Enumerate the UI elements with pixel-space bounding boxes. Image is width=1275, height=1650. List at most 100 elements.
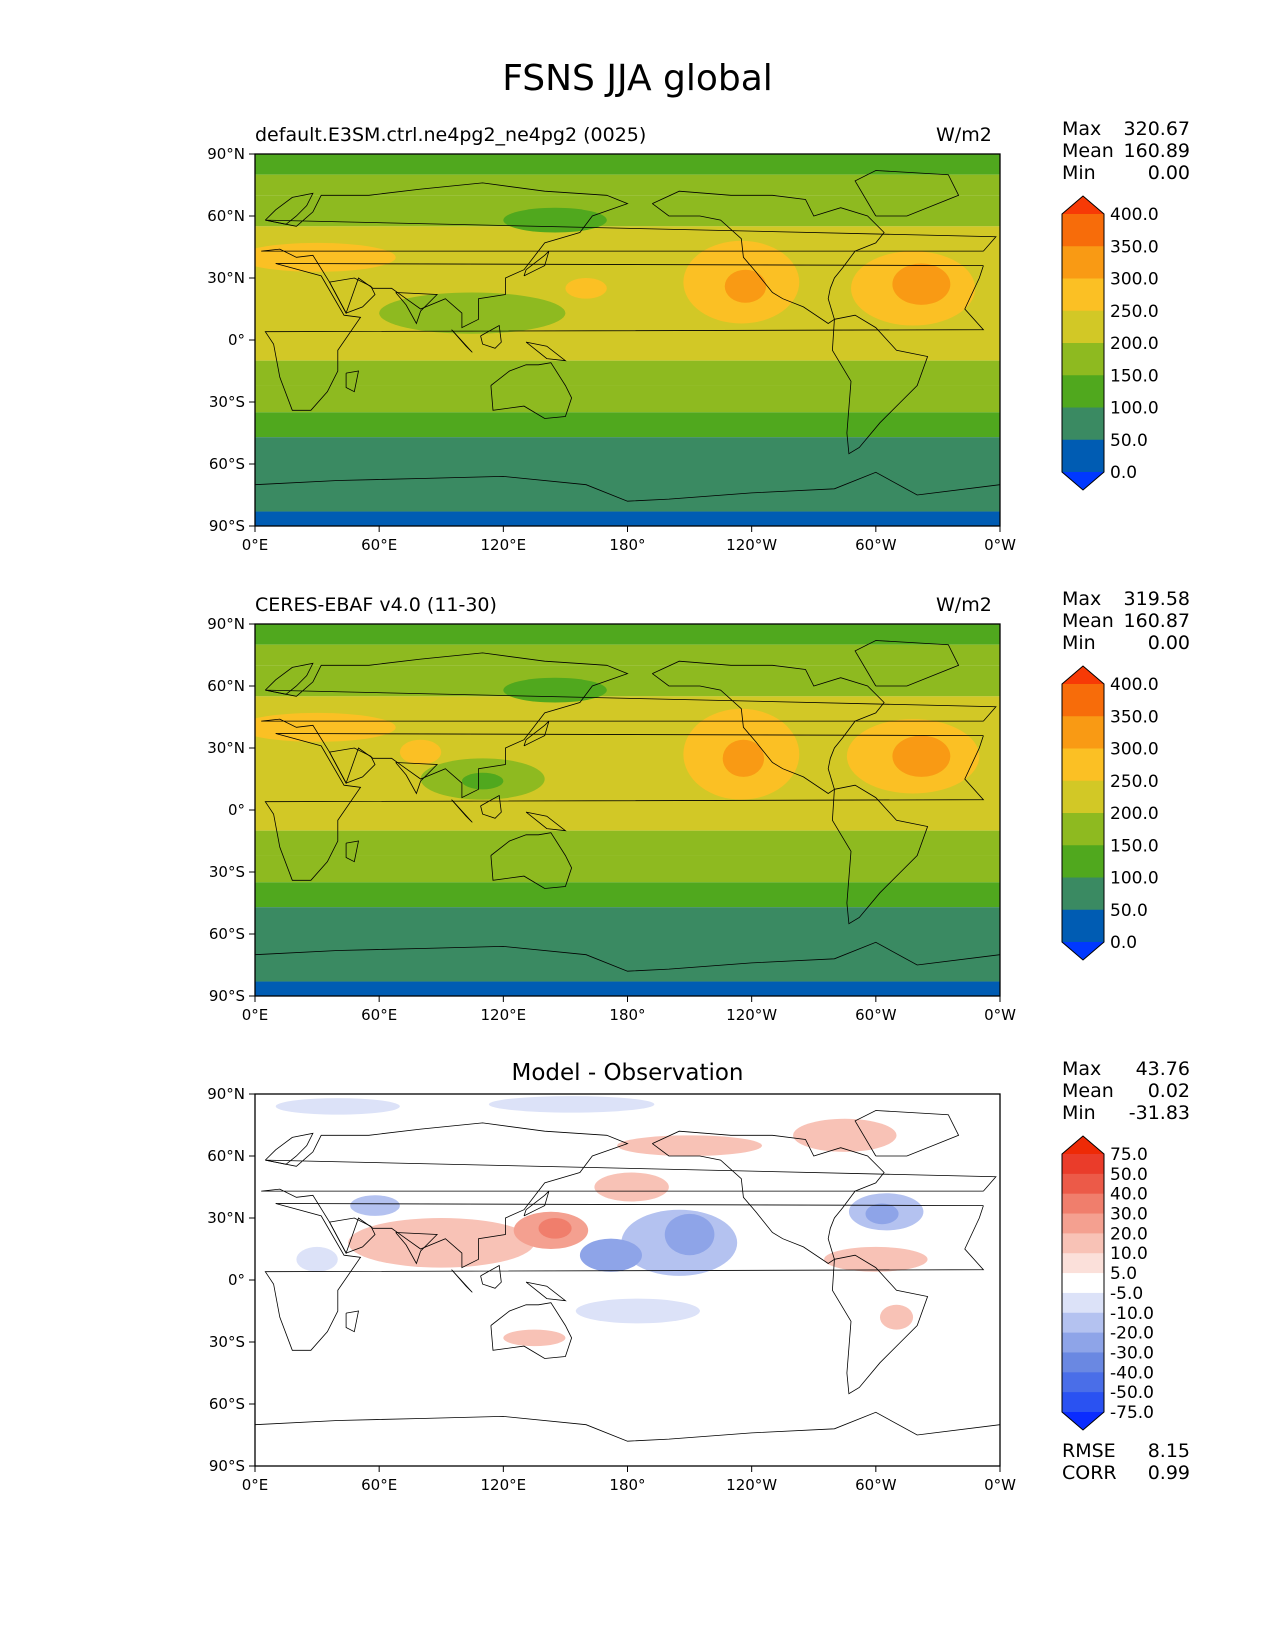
coastline [490, 362, 573, 419]
colorbar-segment [1062, 343, 1104, 376]
field-band [255, 665, 1000, 697]
field-blob [255, 242, 396, 272]
map-plot: 0°E 60°E 120°E 180° 120°W 60°W 0°W 90°N 60°N 30°N… [207, 145, 1159, 554]
field-band [255, 981, 1000, 996]
coastline [451, 799, 473, 823]
x-tick-label: 0°W [984, 1476, 1016, 1494]
field-band [255, 174, 1000, 196]
coastline [345, 840, 360, 863]
x-tick-label: 60°E [361, 536, 397, 554]
colorbar-extend-top [1062, 666, 1104, 684]
min-value: 0.00 [1147, 632, 1190, 654]
coastline [264, 1203, 985, 1351]
coastline [831, 1254, 929, 1395]
x-tick-label: 180° [609, 536, 645, 554]
colorbar-label: 75.0 [1110, 1145, 1148, 1165]
field-band [255, 385, 1000, 413]
mean-label: Mean [1062, 1080, 1114, 1102]
coastline [490, 832, 573, 889]
colorbar-label: -10.0 [1110, 1304, 1154, 1324]
map-plot: 0°E 60°E 120°E 180° 120°W 60°W 0°W 90°N 60°N 30°N… [207, 1085, 1154, 1494]
corr-label: CORR [1062, 1462, 1117, 1484]
y-tick-label: 0° [228, 331, 245, 349]
coastline [523, 250, 550, 277]
coastline [490, 1302, 573, 1359]
field-blob [503, 207, 607, 233]
field-band [255, 907, 1000, 982]
coastline [345, 1310, 360, 1333]
x-tick-label: 180° [609, 1006, 645, 1024]
field-blob [892, 735, 951, 777]
colorbar-label: 5.0 [1110, 1264, 1137, 1284]
y-tick-label: 30°N [207, 269, 245, 287]
stats-box: Max 320.67 Mean 160.89 Min 0.00 [1062, 118, 1190, 184]
field-blob [594, 1172, 669, 1202]
colorbar-segment [1062, 1273, 1104, 1294]
max-value: 319.58 [1123, 588, 1190, 610]
colorbar-extend-top [1062, 196, 1104, 214]
metrics-box: RMSE 8.15 CORR 0.99 [1062, 1440, 1190, 1484]
x-tick-label: 120°W [726, 1006, 777, 1024]
colorbar-label: 150.0 [1110, 836, 1159, 856]
field-blob [722, 739, 765, 777]
colorbar-label: 50.0 [1110, 901, 1148, 921]
colorbar-label: 350.0 [1110, 707, 1159, 727]
field-blob [538, 1218, 572, 1239]
colorbar-segment [1062, 845, 1104, 878]
max-value: 43.76 [1135, 1058, 1190, 1080]
coastline [395, 292, 439, 325]
coastline [854, 1110, 960, 1157]
colorbar-segment [1062, 877, 1104, 911]
y-tick-label: 90°N [207, 615, 245, 633]
colorbar-segment [1062, 1213, 1104, 1234]
colorbar-segment [1062, 1332, 1104, 1353]
mean-value: 0.02 [1147, 1080, 1190, 1102]
field-layer [255, 1094, 1000, 1466]
coastline [329, 747, 376, 784]
coastline [525, 811, 567, 832]
min-label: Min [1062, 1102, 1096, 1124]
field-band [255, 830, 1000, 856]
field-band [255, 624, 1000, 645]
coastline [831, 314, 929, 455]
colorbar-label: -50.0 [1110, 1383, 1154, 1403]
colorbar-label: 20.0 [1110, 1224, 1148, 1244]
colorbar-segment [1062, 780, 1104, 814]
field-blob [879, 1304, 914, 1330]
x-tick-label: 0°E [242, 1476, 269, 1494]
colorbar-label: 200.0 [1110, 804, 1159, 824]
coastline [451, 329, 473, 353]
max-label: Max [1062, 1058, 1102, 1080]
coastline [831, 784, 929, 925]
field-band [255, 437, 1000, 512]
colorbar: -75.0-50.0-40.0-30.0-20.0-10.0-5.05.010.… [1061, 1135, 1154, 1431]
colorbar-label: 30.0 [1110, 1205, 1148, 1225]
y-tick-label: 30°N [207, 1209, 245, 1227]
coastline [265, 192, 314, 225]
stats-box: Max 319.58 Mean 160.87 Min 0.00 [1062, 588, 1190, 654]
panel-title-left: default.E3SM.ctrl.ne4pg2_ne4pg2 (0025) [255, 124, 647, 146]
min-value: -31.83 [1128, 1102, 1190, 1124]
coastline [395, 762, 439, 795]
colorbar-segment [1062, 716, 1104, 749]
field-band [255, 855, 1000, 883]
colorbar-label: 150.0 [1110, 366, 1159, 386]
field-blob [579, 1238, 642, 1272]
coastline [255, 1411, 1000, 1442]
coastline [652, 190, 885, 324]
y-tick-label: 60°S [209, 455, 245, 473]
panel-title-left: CERES-EBAF v4.0 (11-30) [255, 594, 497, 616]
coastline [523, 1190, 550, 1217]
colorbar-segment [1062, 1233, 1104, 1254]
coastline [264, 263, 985, 411]
mean-value: 160.87 [1123, 610, 1190, 632]
colorbar-segment [1062, 246, 1104, 279]
colorbar-segment [1062, 310, 1104, 344]
y-tick-label: 0° [228, 1271, 245, 1289]
field-blob [617, 1135, 763, 1156]
coastline [525, 1281, 567, 1302]
field-blob [565, 278, 607, 299]
colorbar-label: 400.0 [1110, 205, 1159, 225]
colorbar-segment [1062, 1312, 1104, 1334]
colorbar-label: -75.0 [1110, 1403, 1154, 1423]
